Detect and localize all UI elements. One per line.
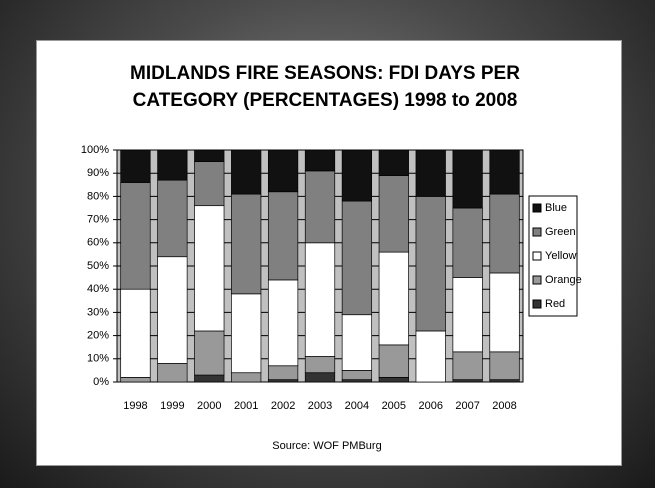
legend-swatch: [532, 275, 542, 285]
y-tick-label: 20%: [87, 330, 109, 342]
legend-label: Red: [545, 298, 565, 310]
x-tick-label: 2005: [382, 400, 406, 412]
bar-segment: [231, 193, 262, 295]
bar-segment: [378, 377, 409, 383]
y-tick-label: 80%: [87, 190, 109, 202]
bar-segment: [341, 149, 373, 202]
y-tick-label: 100%: [81, 144, 109, 156]
bar-segment: [304, 372, 336, 383]
bar-segment: [157, 256, 188, 364]
legend-label: Green: [545, 226, 576, 238]
legend-label: Orange: [545, 274, 582, 286]
x-tick-label: 2008: [492, 400, 516, 412]
bar-segment: [120, 377, 151, 383]
bar-segment: [304, 356, 336, 374]
x-tick-label: 2006: [418, 400, 442, 412]
y-tick-label: 90%: [87, 167, 109, 179]
bar-segment: [267, 279, 299, 367]
bar-segment: [231, 293, 262, 374]
bar-segment: [452, 351, 483, 381]
y-tick-label: 60%: [87, 237, 109, 249]
bar-segment: [341, 370, 373, 381]
bar-segment: [231, 149, 262, 195]
legend-swatch: [532, 203, 542, 213]
bar-segment: [231, 372, 262, 383]
bar-segment: [194, 330, 225, 376]
legend-label: Yellow: [545, 250, 576, 262]
bar-segment: [194, 205, 225, 332]
y-tick-label: 40%: [87, 283, 109, 295]
bar-segment: [120, 149, 151, 183]
bar-segment: [194, 161, 225, 207]
x-tick-label: 2007: [455, 400, 479, 412]
bar-segment: [415, 196, 446, 332]
y-tick-label: 0%: [93, 376, 109, 388]
x-tick-label: 2000: [197, 400, 221, 412]
legend-label: Blue: [545, 202, 567, 214]
legend-swatch: [532, 251, 542, 261]
legend-box: [528, 195, 578, 317]
bar-segment: [267, 191, 299, 281]
bar-segment: [194, 374, 225, 383]
bar-segment: [304, 149, 336, 172]
bar-segment: [378, 149, 409, 176]
bar-segment: [378, 251, 409, 346]
bar-segment: [304, 170, 336, 244]
y-tick-label: 10%: [87, 353, 109, 365]
bar-segment: [194, 149, 225, 162]
bar-segment: [415, 330, 446, 383]
bar-segment: [489, 272, 520, 353]
bar-segment: [415, 149, 446, 197]
x-tick-label: 1999: [160, 400, 184, 412]
bar-segment: [120, 288, 151, 378]
bar-segment: [304, 242, 336, 357]
chart-title: MIDLANDS FIRE SEASONS: FDI DAYS PER CATE…: [130, 63, 520, 111]
x-tick-label: 2002: [271, 400, 295, 412]
bar-segment: [378, 175, 409, 253]
bar-segment: [157, 179, 188, 258]
bar-segment: [452, 149, 483, 209]
legend-swatch: [532, 227, 542, 237]
source: Source: WOF PMBurg: [272, 440, 381, 452]
x-tick-label: 2004: [345, 400, 369, 412]
y-tick-label: 50%: [87, 260, 109, 272]
bar-segment: [267, 365, 299, 381]
bar-segment: [341, 200, 373, 316]
bar-segment: [489, 351, 520, 381]
bar-segment: [452, 207, 483, 278]
bar-segment: [489, 149, 520, 195]
bar-segment: [378, 344, 409, 378]
bar-segment: [120, 182, 151, 290]
bar-segment: [157, 363, 188, 383]
y-tick-label: 70%: [87, 214, 109, 226]
bar-segment: [489, 193, 520, 274]
bar-segment: [157, 149, 188, 181]
x-tick-label: 2001: [234, 400, 258, 412]
legend-swatch: [532, 299, 542, 309]
y-tick-label: 30%: [87, 306, 109, 318]
bar-segment: [267, 149, 299, 193]
x-tick-label: 2003: [308, 400, 332, 412]
bar-segment: [452, 277, 483, 353]
x-tick-label: 1998: [123, 400, 147, 412]
bar-segment: [341, 314, 373, 371]
